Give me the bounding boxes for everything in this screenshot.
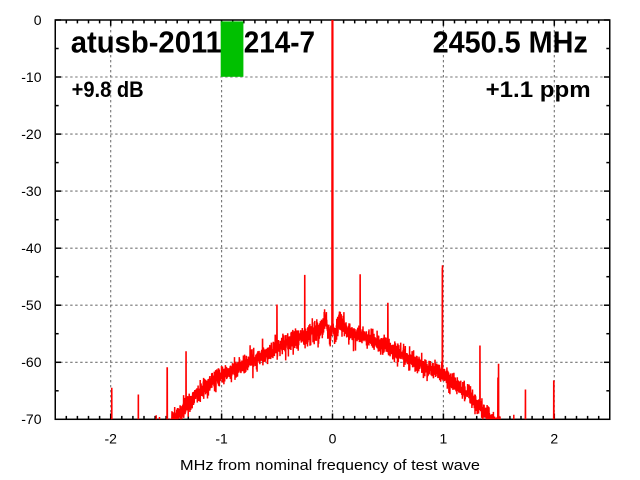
svg-text:-70: -70 xyxy=(21,411,41,427)
svg-text:-40: -40 xyxy=(21,240,41,256)
svg-text:2: 2 xyxy=(550,430,558,446)
svg-text:-10: -10 xyxy=(21,69,41,85)
svg-text:2450.5 MHz: 2450.5 MHz xyxy=(433,26,588,60)
svg-text:-2: -2 xyxy=(104,430,117,446)
svg-text:-20: -20 xyxy=(21,126,41,142)
svg-text:MHz from nominal frequency of: MHz from nominal frequency of test wave xyxy=(180,457,480,474)
svg-text:1: 1 xyxy=(440,430,448,446)
svg-text:atusb-2011: atusb-2011 xyxy=(71,26,222,60)
svg-text:214-7: 214-7 xyxy=(244,26,315,60)
svg-text:+9.8 dB: +9.8 dB xyxy=(72,77,144,102)
svg-text:+1.1 ppm: +1.1 ppm xyxy=(486,77,591,102)
svg-text:-50: -50 xyxy=(21,297,41,313)
svg-text:-1: -1 xyxy=(215,430,228,446)
svg-text:0: 0 xyxy=(329,430,337,446)
svg-text:0: 0 xyxy=(34,12,42,28)
svg-text:-60: -60 xyxy=(21,354,41,370)
svg-text:-30: -30 xyxy=(21,183,41,199)
